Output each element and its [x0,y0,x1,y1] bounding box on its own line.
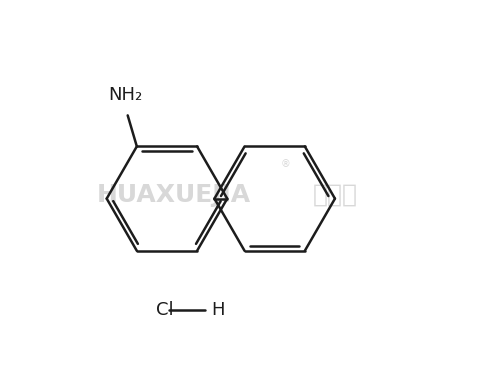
Text: H: H [211,301,224,319]
Text: 化学加: 化学加 [312,183,358,207]
Text: Cl: Cl [156,301,174,319]
Text: ®: ® [281,159,290,169]
Text: HUAXUEJIA: HUAXUEJIA [97,183,252,207]
Text: NH₂: NH₂ [109,86,143,105]
